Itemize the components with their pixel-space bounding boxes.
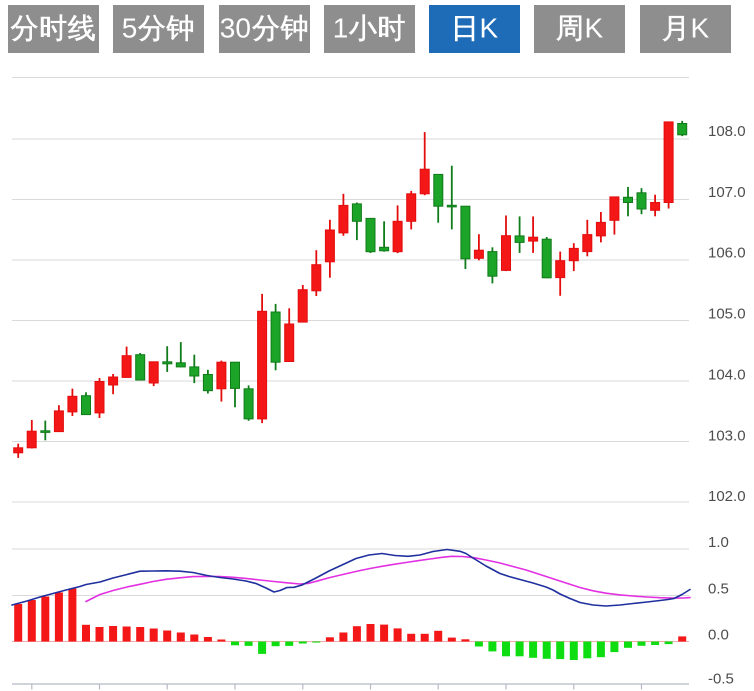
svg-text:5: 5 (122, 13, 138, 44)
svg-text:K: K (690, 13, 709, 44)
svg-text:30: 30 (219, 13, 250, 44)
svg-text:0.5: 0.5 (708, 581, 729, 598)
svg-text:107.0: 107.0 (708, 184, 746, 201)
svg-text:104.0: 104.0 (708, 366, 746, 383)
svg-text:1: 1 (333, 13, 349, 44)
svg-text:106.0: 106.0 (708, 245, 746, 262)
svg-text:105.0: 105.0 (708, 306, 746, 323)
svg-text:K: K (480, 13, 499, 44)
svg-text:1.0: 1.0 (708, 534, 729, 551)
svg-text:108.0: 108.0 (708, 123, 746, 140)
svg-text:-0.5: -0.5 (708, 671, 734, 688)
svg-text:102.0: 102.0 (708, 488, 746, 505)
svg-text:K: K (585, 13, 604, 44)
svg-text:0.0: 0.0 (708, 627, 729, 644)
svg-text:103.0: 103.0 (708, 427, 746, 444)
